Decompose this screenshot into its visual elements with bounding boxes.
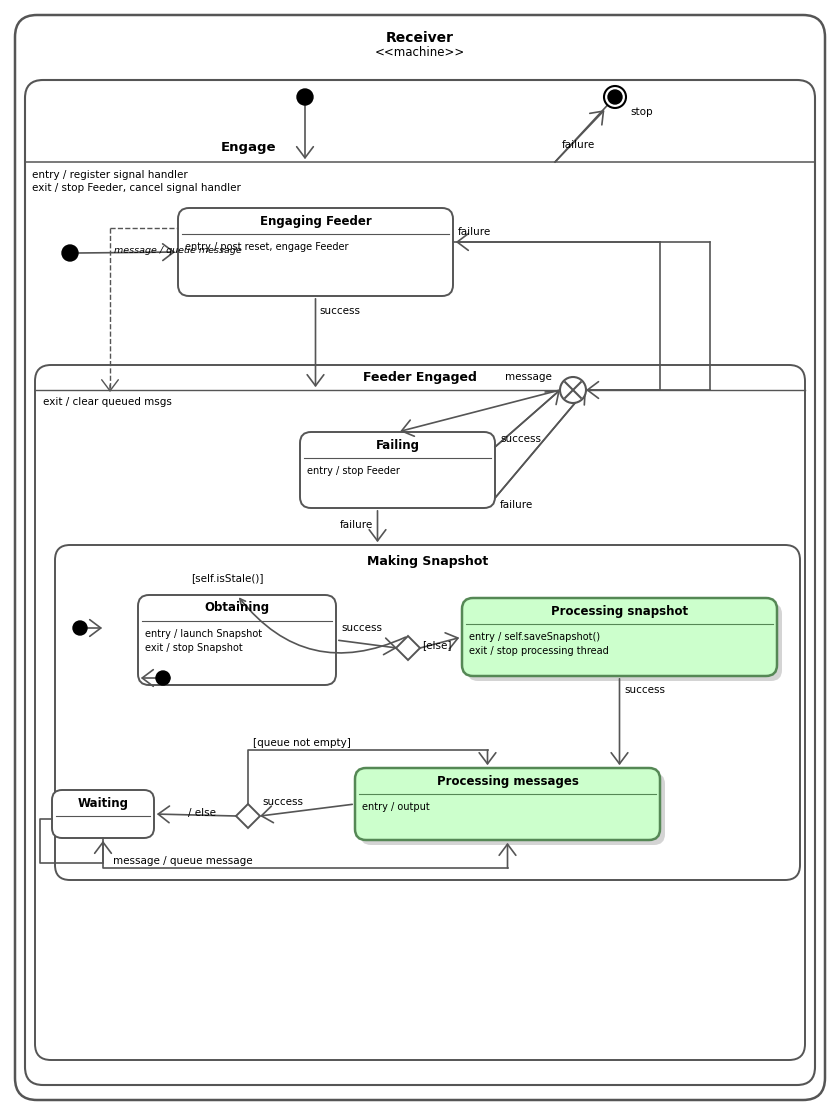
- Text: entry / register signal handler: entry / register signal handler: [32, 170, 188, 180]
- Text: Engaging Feeder: Engaging Feeder: [260, 215, 371, 227]
- Text: [self.isStale()]: [self.isStale()]: [191, 573, 263, 583]
- Text: success: success: [624, 685, 665, 695]
- Text: exit / stop processing thread: exit / stop processing thread: [469, 646, 609, 656]
- FancyBboxPatch shape: [462, 598, 777, 676]
- Text: Receiver: Receiver: [386, 31, 454, 45]
- Text: Making Snapshot: Making Snapshot: [367, 556, 488, 568]
- FancyBboxPatch shape: [52, 790, 154, 838]
- Circle shape: [156, 671, 170, 685]
- Text: failure: failure: [458, 227, 491, 237]
- Circle shape: [608, 90, 622, 104]
- Text: success: success: [262, 797, 303, 807]
- Text: entry / self.saveSnapshot(): entry / self.saveSnapshot(): [469, 632, 600, 642]
- FancyBboxPatch shape: [55, 545, 800, 880]
- Text: entry / post reset, engage Feeder: entry / post reset, engage Feeder: [185, 242, 349, 252]
- FancyBboxPatch shape: [355, 768, 660, 840]
- FancyBboxPatch shape: [25, 80, 815, 1085]
- Text: failure: failure: [339, 520, 373, 530]
- Text: success: success: [341, 623, 382, 633]
- Text: exit / stop Feeder, cancel signal handler: exit / stop Feeder, cancel signal handle…: [32, 183, 241, 193]
- Text: entry / launch Snapshot: entry / launch Snapshot: [145, 629, 262, 639]
- Text: exit / clear queued msgs: exit / clear queued msgs: [43, 397, 172, 407]
- Text: Processing messages: Processing messages: [437, 774, 579, 788]
- Text: message / queue message: message / queue message: [114, 246, 242, 255]
- Text: <<machine>>: <<machine>>: [375, 47, 465, 59]
- Text: Failing: Failing: [375, 439, 419, 451]
- Circle shape: [62, 245, 78, 261]
- Text: Waiting: Waiting: [77, 797, 129, 810]
- FancyBboxPatch shape: [467, 603, 782, 681]
- Circle shape: [560, 377, 586, 403]
- Text: success: success: [500, 434, 541, 444]
- Text: stop: stop: [630, 107, 653, 117]
- Text: [else]: [else]: [422, 641, 452, 649]
- Circle shape: [73, 620, 87, 635]
- Text: Obtaining: Obtaining: [204, 602, 270, 615]
- Text: entry / stop Feeder: entry / stop Feeder: [307, 466, 400, 476]
- FancyBboxPatch shape: [360, 773, 665, 846]
- FancyBboxPatch shape: [138, 595, 336, 685]
- Polygon shape: [396, 636, 420, 659]
- Text: / else: / else: [188, 808, 216, 818]
- Text: Feeder Engaged: Feeder Engaged: [363, 371, 477, 384]
- FancyBboxPatch shape: [35, 365, 805, 1061]
- Text: exit / stop Snapshot: exit / stop Snapshot: [145, 643, 243, 653]
- Text: failure: failure: [500, 500, 533, 510]
- Circle shape: [604, 86, 626, 108]
- Text: Engage: Engage: [220, 140, 276, 154]
- FancyBboxPatch shape: [15, 14, 825, 1100]
- Text: success: success: [319, 306, 360, 316]
- FancyBboxPatch shape: [178, 208, 453, 296]
- Text: Processing snapshot: Processing snapshot: [551, 605, 688, 617]
- Polygon shape: [236, 804, 260, 828]
- Text: message / queue message: message / queue message: [113, 856, 253, 866]
- Text: [queue not empty]: [queue not empty]: [253, 737, 351, 747]
- FancyBboxPatch shape: [300, 432, 495, 508]
- Text: message: message: [505, 372, 552, 382]
- Text: entry / output: entry / output: [362, 802, 430, 812]
- Text: failure: failure: [562, 140, 596, 150]
- Circle shape: [297, 89, 313, 105]
